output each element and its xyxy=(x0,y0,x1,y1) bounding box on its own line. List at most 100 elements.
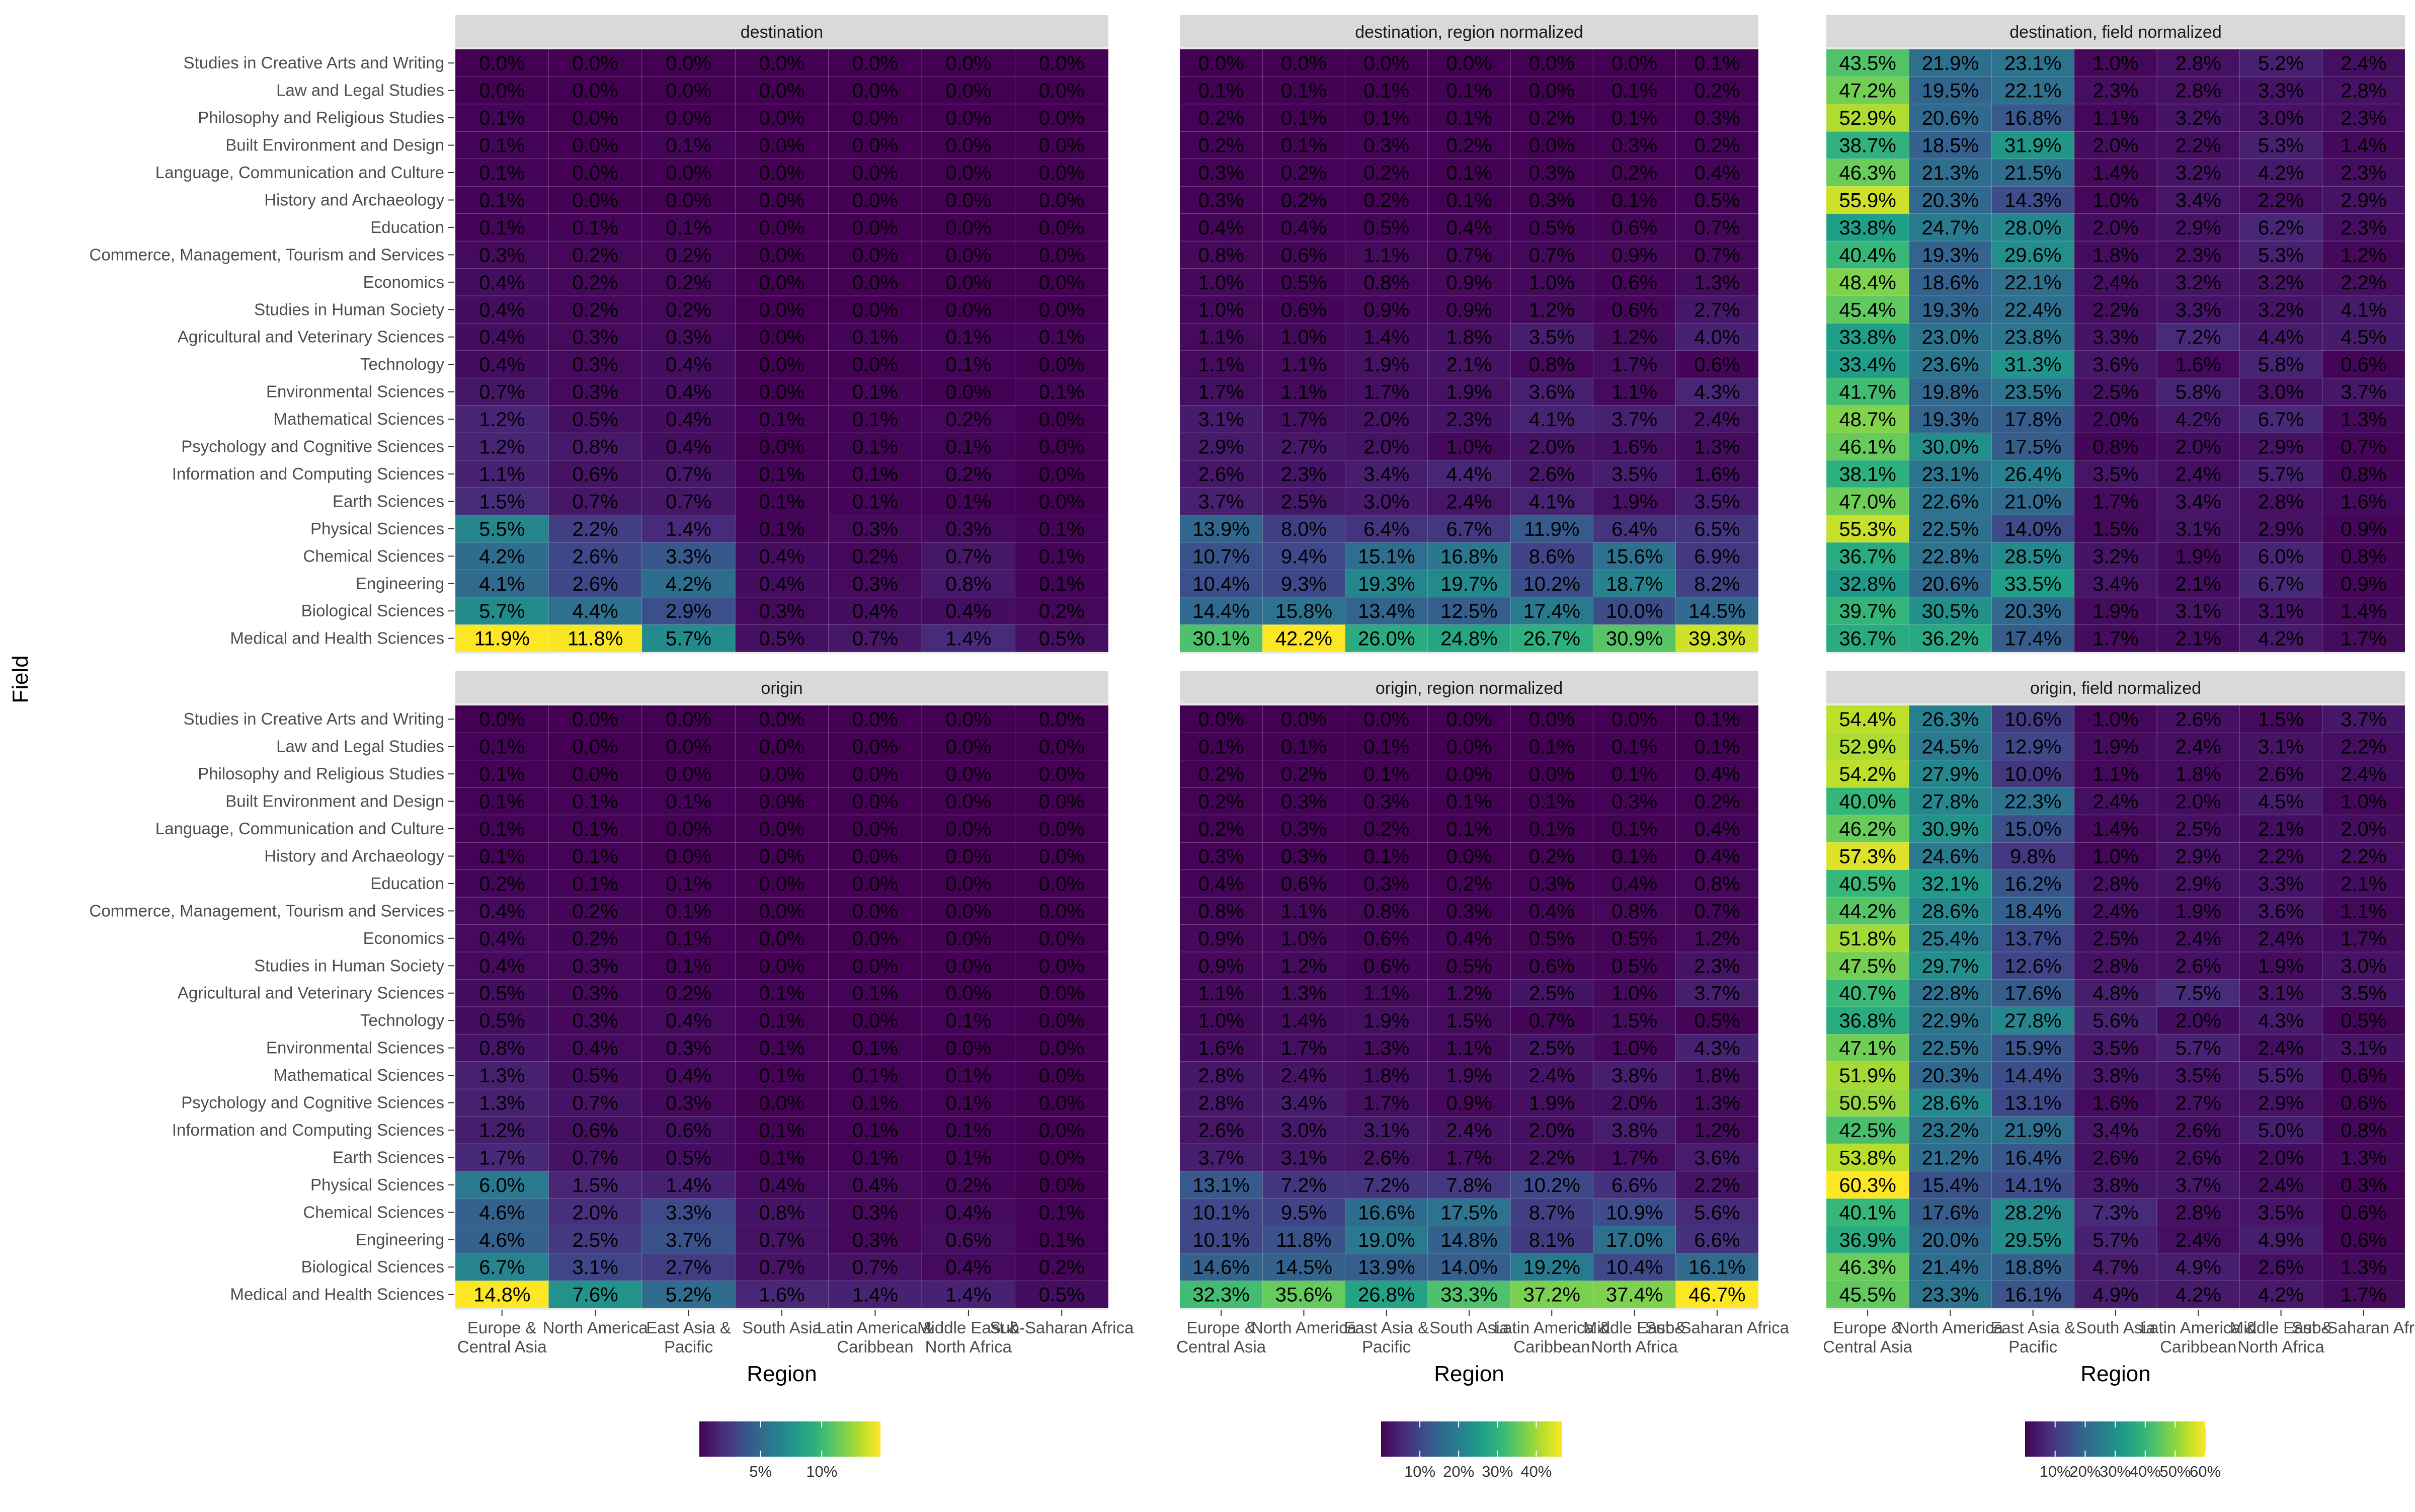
cell-label: 0.0% xyxy=(945,135,991,157)
cell-label: 0.1% xyxy=(479,791,525,813)
cell-label: 46.3% xyxy=(1839,162,1896,184)
cell-label: 6.2% xyxy=(2258,217,2304,239)
cell-label: 2.4% xyxy=(2176,928,2221,950)
cell-label: 30.9% xyxy=(1606,628,1663,650)
cell-label: 0.1% xyxy=(1612,736,1657,758)
cell-label: 0.1% xyxy=(1694,52,1740,74)
cell-label: 14.4% xyxy=(2004,1065,2061,1087)
cell-label: 0.1% xyxy=(852,1147,898,1169)
cell-label: 0.4% xyxy=(666,354,711,376)
cell-label: 0.3% xyxy=(479,244,525,266)
cell-label: 0.1% xyxy=(759,491,804,513)
cell-label: 2.4% xyxy=(2258,928,2304,950)
cell-label: 0.1% xyxy=(1446,80,1492,102)
cell-label: 0.2% xyxy=(666,244,711,266)
cell-label: 0.0% xyxy=(1529,763,1575,785)
cell-label: 2.6% xyxy=(2258,763,2304,785)
cell-label: 3.1% xyxy=(2341,1038,2386,1060)
cell-label: 10.1% xyxy=(1192,1202,1249,1224)
cell-label: 0.6% xyxy=(1529,955,1575,977)
cell-label: 0.0% xyxy=(759,272,804,294)
field-tick-label: Information and Computing Sciences xyxy=(172,1121,444,1139)
cell-label: 13.1% xyxy=(1192,1174,1249,1197)
cell-label: 17.0% xyxy=(1606,1229,1663,1251)
cell-label: 39.3% xyxy=(1688,628,1745,650)
cell-label: 5.7% xyxy=(2176,1038,2221,1060)
cell-label: 0.6% xyxy=(2341,1065,2386,1087)
cell-label: 1.4% xyxy=(1363,327,1409,349)
cell-label: 4.2% xyxy=(479,545,525,568)
colorbar-tick-label: 40% xyxy=(1520,1463,1552,1480)
cell-label: 2.2% xyxy=(2258,189,2304,211)
cell-label: 16.8% xyxy=(2004,107,2061,129)
region-tick-label: North America xyxy=(543,1318,649,1337)
cell-label: 0.1% xyxy=(852,409,898,431)
cell-label: 0.1% xyxy=(573,845,618,867)
cell-label: 0.1% xyxy=(852,1038,898,1060)
cell-label: 0.6% xyxy=(945,1229,991,1251)
cell-label: 0.0% xyxy=(945,272,991,294)
colorbar-tick-label: 10% xyxy=(1404,1463,1435,1480)
cell-label: 0.1% xyxy=(1039,545,1085,568)
cell-label: 2.5% xyxy=(2092,381,2138,404)
cell-label: 22.8% xyxy=(1922,545,1979,568)
cell-label: 0.3% xyxy=(1198,189,1244,211)
region-tick-label: Sub-Saharan Africa xyxy=(990,1318,1134,1337)
cell-label: 8.7% xyxy=(1529,1202,1575,1224)
panel-destination-field-normalized: destination, field normalized43.5% 21.9% 2… xyxy=(1826,15,2405,654)
cell-label: 4.2% xyxy=(666,573,711,595)
cell-label: 0.0% xyxy=(759,818,804,840)
cell-label: 1.7% xyxy=(1281,1038,1327,1060)
cell-label: 4.6% xyxy=(479,1229,525,1251)
y-axis-title: Field xyxy=(8,655,33,703)
region-tick-label: Caribbean xyxy=(837,1337,913,1356)
cell-label: 0.1% xyxy=(759,518,804,540)
cell-label: 21.9% xyxy=(1922,52,1979,74)
cell-label: 5.7% xyxy=(479,600,525,622)
cell-label: 1.6% xyxy=(2341,491,2386,513)
cell-label: 33.4% xyxy=(1839,354,1896,376)
cell-label: 2.8% xyxy=(2176,52,2221,74)
field-tick-label: Education xyxy=(370,218,444,236)
cell-label: 2.4% xyxy=(1446,1120,1492,1142)
cell-label: 2.5% xyxy=(1529,983,1575,1005)
cell-label: 0.2% xyxy=(1363,818,1409,840)
cell-label: 4.8% xyxy=(2092,983,2138,1005)
cell-label: 0.9% xyxy=(1446,272,1492,294)
cell-label: 29.7% xyxy=(1922,955,1979,977)
cell-label: 3.1% xyxy=(2258,600,2304,622)
field-tick-label: Technology xyxy=(360,355,444,373)
cell-label: 0.0% xyxy=(1039,1010,1085,1032)
cell-label: 2.0% xyxy=(2258,1147,2304,1169)
region-tick-label: Central Asia xyxy=(457,1337,547,1356)
cell-label: 2.8% xyxy=(1198,1092,1244,1115)
cell-label: 1.7% xyxy=(1281,409,1327,431)
cell-label: 1.1% xyxy=(1281,381,1327,404)
cell-label: 1.9% xyxy=(1363,1010,1409,1032)
cell-label: 0.4% xyxy=(1612,873,1657,895)
cell-label: 1.0% xyxy=(1529,272,1575,294)
field-tick-label: Engineering xyxy=(356,1230,444,1249)
x-axis-title: Region xyxy=(747,1362,817,1386)
cell-label: 0.0% xyxy=(1039,244,1085,266)
cell-label: 2.6% xyxy=(2092,1147,2138,1169)
cell-label: 22.6% xyxy=(1922,491,1979,513)
cell-label: 7.5% xyxy=(2176,983,2221,1005)
cell-label: 0.8% xyxy=(2341,1120,2386,1142)
cell-label: 3.7% xyxy=(1198,1147,1244,1169)
cell-label: 1.6% xyxy=(2092,1092,2138,1115)
cell-label: 1.1% xyxy=(1446,1038,1492,1060)
cell-label: 3.6% xyxy=(1529,381,1575,404)
cell-label: 0.3% xyxy=(852,1202,898,1224)
cell-label: 1.3% xyxy=(2341,409,2386,431)
colorbar-tick-label: 10% xyxy=(806,1463,837,1480)
cell-label: 1.2% xyxy=(479,1120,525,1142)
cell-label: 0.1% xyxy=(573,873,618,895)
cell-label: 0.7% xyxy=(1694,244,1740,266)
cell-label: 0.0% xyxy=(852,763,898,785)
cell-label: 0.0% xyxy=(666,845,711,867)
cell-label: 0.0% xyxy=(1446,52,1492,74)
cell-label: 0.0% xyxy=(759,327,804,349)
colorbar xyxy=(699,1421,880,1457)
cell-label: 19.3% xyxy=(1922,299,1979,321)
